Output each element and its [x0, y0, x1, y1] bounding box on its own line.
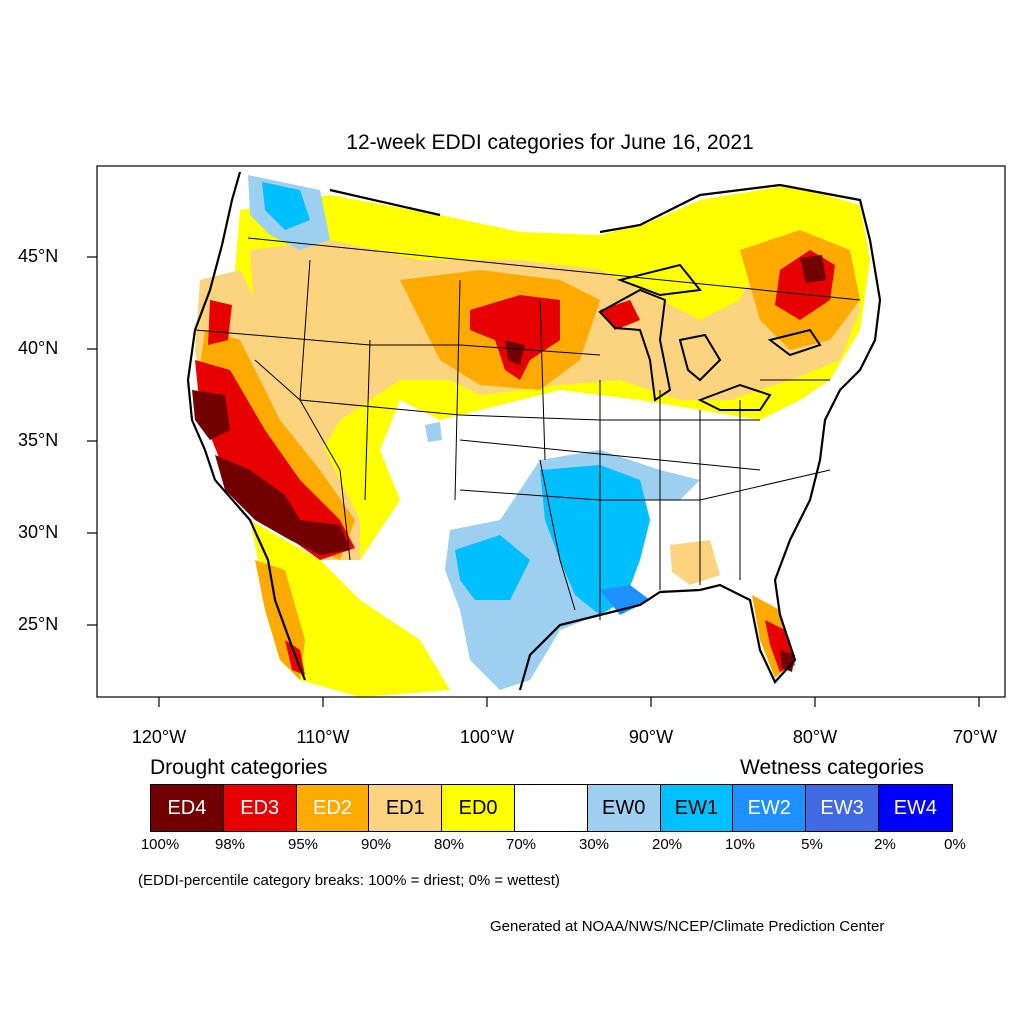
map-frame: [96, 165, 1006, 698]
wetness-heading: Wetness categories: [740, 756, 925, 779]
ed1-region-southeast: [670, 540, 720, 585]
lat-label-30n: 30°N: [18, 522, 59, 542]
legend-swatch-ed0: ED0: [442, 785, 515, 831]
lat-label-40n: 40°N: [18, 338, 59, 358]
ed3-region-dakotas: [470, 295, 560, 380]
ew1-region-south-central: [540, 465, 650, 615]
boundaries: [186, 171, 882, 691]
map-fill: [188, 172, 885, 697]
coastline-outline: [186, 171, 882, 691]
legend-pct-10: 10%: [724, 836, 756, 853]
legend-pct-70: 70%: [505, 836, 537, 853]
legend-swatch-ed1: ED1: [369, 785, 443, 831]
legend-swatch-ed2: ED2: [296, 785, 370, 831]
drought-heading: Drought categories: [150, 756, 328, 779]
legend-pct-100: 100%: [140, 836, 180, 853]
ed4-region-desert-southwest: [215, 455, 350, 555]
axis-ticks: [87, 256, 980, 707]
category-note: (EDDI-percentile category breaks: 100% =…: [138, 872, 560, 889]
legend-pct-95: 95%: [287, 836, 319, 853]
lat-label-25n: 25°N: [18, 614, 59, 634]
ew1-region-texas: [455, 535, 530, 600]
legend-swatch-ew0: EW0: [587, 785, 661, 831]
legend-pct-80: 80%: [433, 836, 465, 853]
ew1-region-washington: [262, 182, 310, 230]
legend-pct-20: 20%: [651, 836, 683, 853]
legend-swatch-ew3: EW3: [806, 785, 879, 831]
ed4-region-dakota: [505, 340, 525, 365]
legend-swatch-ed4: ED4: [151, 785, 224, 831]
ew0-region-colorado: [425, 422, 442, 442]
ed3-region-oregon: [208, 300, 232, 345]
map-title: 12-week EDDI categories for June 16, 202…: [346, 131, 754, 154]
great-lakes: [598, 263, 822, 411]
legend-pct-0: 0%: [944, 836, 966, 853]
lon-label-70w: 70°W: [952, 727, 998, 747]
legend-pct-2: 2%: [874, 836, 896, 853]
state-lines: [194, 237, 861, 620]
legend-swatch-ew1: EW1: [660, 785, 734, 831]
legend-swatch-ew2: EW2: [733, 785, 807, 831]
ed4-region-new-york: [800, 255, 826, 283]
legend-swatch-ed3: ED3: [223, 785, 297, 831]
legend-swatch-normal: [514, 785, 588, 831]
lat-label-35n: 35°N: [18, 430, 59, 450]
lon-label-80w: 80°W: [792, 727, 838, 747]
lon-label-90w: 90°W: [628, 727, 674, 747]
legend-pct-5: 5%: [801, 836, 823, 853]
legend-swatch-ew4: EW4: [878, 785, 952, 831]
lon-label-100w: 100°W: [459, 727, 515, 747]
legend-pct-30: 30%: [578, 836, 610, 853]
legend-pct-98: 98%: [214, 836, 246, 853]
ed3-region-california: [195, 360, 355, 560]
lon-label-110w: 110°W: [296, 727, 350, 747]
ew2-region-gulf: [600, 585, 650, 615]
legend-colorbar: ED4 ED3 ED2 ED1 ED0 EW0 EW1 EW2 EW3 EW4: [150, 784, 953, 832]
ed4-region-california: [192, 390, 230, 440]
legend-pct-90: 90%: [360, 836, 392, 853]
ed4-region-florida: [780, 650, 795, 672]
lat-label-45n: 45°N: [18, 246, 59, 266]
credit-line: Generated at NOAA/NWS/NCEP/Climate Predi…: [490, 918, 885, 935]
lon-label-120w: 120°W: [131, 727, 187, 747]
